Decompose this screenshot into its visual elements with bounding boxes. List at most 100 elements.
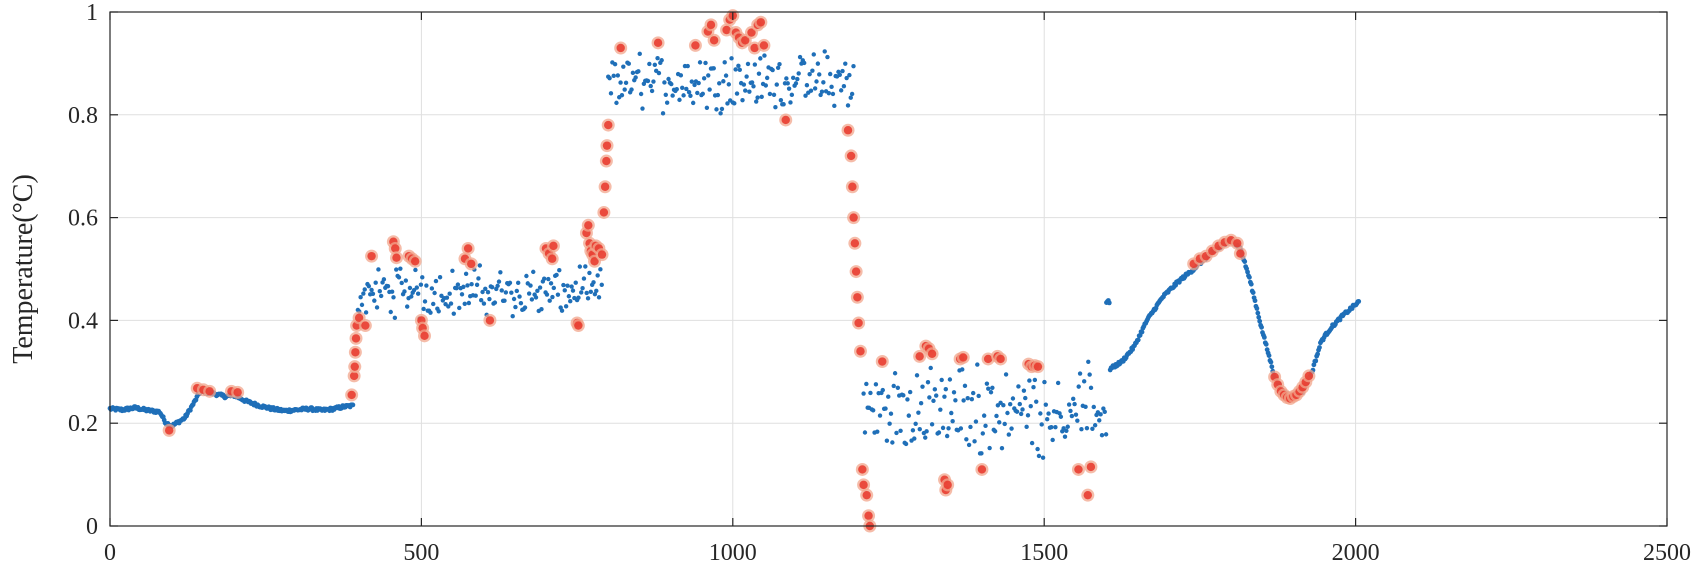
temperature-point bbox=[473, 293, 478, 298]
temperature-point bbox=[431, 301, 436, 307]
temperature-point bbox=[756, 71, 762, 76]
temperature-point bbox=[656, 70, 662, 76]
temperature-point bbox=[361, 291, 366, 296]
temperature-point bbox=[546, 276, 551, 282]
temperature-point bbox=[1099, 433, 1105, 438]
anomaly-point bbox=[741, 36, 750, 45]
temperature-point bbox=[830, 91, 836, 97]
anomaly-point bbox=[943, 480, 952, 490]
temperature-point bbox=[433, 278, 439, 284]
temperature-point bbox=[976, 393, 981, 399]
temperature-point bbox=[1066, 402, 1072, 407]
temperature-point bbox=[1018, 411, 1024, 417]
temperature-point bbox=[1042, 379, 1047, 385]
temperature-point bbox=[537, 285, 543, 290]
temperature-point bbox=[499, 288, 504, 293]
temperature-point bbox=[848, 95, 853, 100]
temperature-point bbox=[924, 429, 929, 434]
temperature-point bbox=[1032, 377, 1038, 383]
temperature-point bbox=[744, 74, 749, 79]
temperature-point bbox=[700, 91, 705, 96]
temperature-point bbox=[951, 390, 957, 395]
temperature-point bbox=[389, 289, 395, 294]
temperature-point bbox=[1021, 388, 1027, 393]
temperature-point bbox=[969, 397, 975, 402]
temperature-point bbox=[1014, 409, 1020, 414]
anomaly-point bbox=[392, 253, 401, 262]
temperature-point bbox=[819, 89, 825, 94]
temperature-point bbox=[936, 430, 942, 435]
temperature-point bbox=[1017, 401, 1022, 407]
temperature-point bbox=[1088, 385, 1094, 391]
temperature-point bbox=[755, 95, 760, 100]
anomaly-point bbox=[1304, 371, 1314, 381]
temperature-point bbox=[369, 287, 374, 293]
temperature-point bbox=[1044, 417, 1050, 422]
temperature-point bbox=[459, 292, 465, 297]
anomaly-point bbox=[756, 18, 766, 27]
temperature-point bbox=[789, 92, 795, 98]
temperature-point bbox=[680, 85, 685, 91]
temperature-point bbox=[669, 81, 674, 87]
temperature-point bbox=[1261, 334, 1267, 340]
temperature-point bbox=[487, 296, 492, 302]
temperature-point bbox=[759, 94, 764, 100]
temperature-point bbox=[678, 73, 684, 78]
anomaly-point bbox=[597, 250, 607, 259]
anomaly-point bbox=[1233, 239, 1242, 248]
temperature-point bbox=[733, 67, 738, 72]
temperature-point bbox=[695, 90, 700, 96]
temperature-point bbox=[526, 291, 532, 296]
anomaly-point bbox=[846, 151, 856, 161]
y-tick-label: 0.6 bbox=[68, 206, 98, 232]
temperature-point bbox=[722, 60, 727, 65]
temperature-point bbox=[476, 276, 481, 281]
anomaly-point bbox=[547, 254, 557, 263]
temperature-point bbox=[1073, 412, 1079, 417]
temperature-point bbox=[844, 75, 849, 81]
y-tick-label: 0.4 bbox=[68, 308, 98, 334]
temperature-point bbox=[1043, 402, 1049, 407]
temperature-point bbox=[786, 86, 792, 91]
temperature-point bbox=[448, 301, 454, 306]
temperature-point bbox=[928, 365, 933, 371]
temperature-point bbox=[1268, 359, 1274, 365]
temperature-point bbox=[826, 90, 832, 96]
temperature-point bbox=[637, 51, 642, 57]
anomaly-point bbox=[410, 257, 420, 266]
temperature-point bbox=[557, 268, 562, 273]
temperature-point bbox=[385, 284, 391, 289]
temperature-point bbox=[925, 380, 931, 385]
temperature-point bbox=[362, 287, 367, 292]
anomaly-point bbox=[584, 221, 593, 230]
temperature-point bbox=[424, 283, 429, 288]
temperature-point bbox=[539, 306, 544, 312]
temperature-point bbox=[444, 295, 450, 300]
temperature-point bbox=[910, 428, 916, 433]
temperature-point bbox=[358, 295, 363, 300]
anomaly-point bbox=[351, 348, 360, 357]
temperature-point bbox=[927, 395, 932, 400]
temperature-point bbox=[531, 269, 536, 275]
anomaly-point bbox=[602, 141, 612, 150]
temperature-point bbox=[775, 65, 781, 71]
temperature-point bbox=[461, 284, 466, 290]
temperature-point bbox=[1317, 345, 1322, 350]
temperature-point bbox=[940, 425, 946, 431]
temperature-point bbox=[781, 102, 786, 107]
temperature-point bbox=[1062, 434, 1068, 439]
temperature-point bbox=[723, 73, 729, 78]
temperature-point bbox=[1057, 411, 1062, 416]
temperature-point bbox=[474, 282, 480, 288]
temperature-point bbox=[1315, 351, 1321, 357]
temperature-point bbox=[626, 61, 631, 66]
temperature-point bbox=[920, 384, 925, 389]
temperature-point bbox=[749, 80, 755, 85]
temperature-point bbox=[451, 311, 456, 316]
temperature-point bbox=[388, 309, 393, 315]
temperature-point bbox=[483, 286, 488, 291]
temperature-point bbox=[457, 305, 462, 311]
temperature-point bbox=[623, 80, 629, 86]
anomaly-point bbox=[858, 465, 867, 474]
temperature-point bbox=[840, 68, 845, 74]
